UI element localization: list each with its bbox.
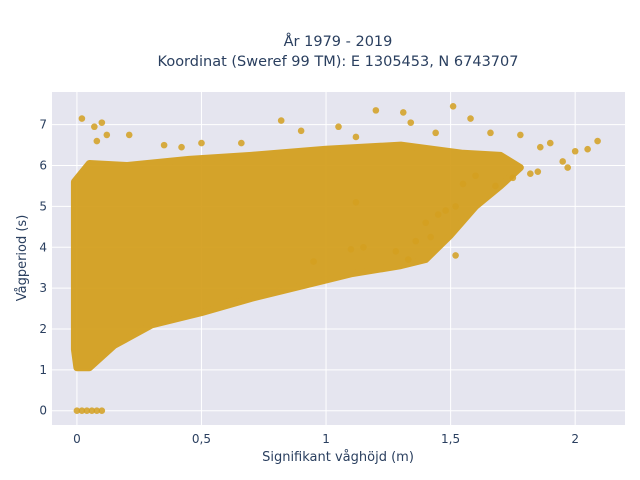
- scatter-point: [452, 203, 459, 210]
- scatter-point-cloud: [70, 141, 524, 372]
- scatter-point: [434, 211, 442, 218]
- scatter-point: [422, 219, 429, 227]
- y-tick-label: 6: [39, 159, 47, 173]
- scatter-point: [83, 407, 91, 414]
- y-tick-label: 7: [39, 118, 47, 132]
- scatter-point: [93, 407, 101, 414]
- y-tick-label: 1: [39, 363, 47, 377]
- scatter-point: [73, 407, 81, 414]
- scatter-point: [412, 237, 420, 245]
- scatter-point: [98, 119, 106, 126]
- scatter-point: [93, 137, 101, 145]
- scatter-point: [559, 158, 567, 165]
- scatter-point: [103, 131, 111, 139]
- scatter-point: [467, 115, 474, 122]
- y-axis-title: Vågperiod (s): [15, 215, 30, 302]
- scatter-point: [352, 199, 360, 206]
- scatter-point: [404, 256, 412, 263]
- scatter-point: [160, 141, 168, 149]
- scatter-point: [178, 143, 185, 151]
- y-tick-label: 5: [39, 199, 47, 213]
- scatter-point: [492, 182, 499, 190]
- scatter-point: [459, 180, 467, 188]
- scatter-point: [487, 129, 494, 137]
- scatter-point: [297, 127, 305, 135]
- scatter-point: [360, 243, 367, 251]
- y-tick-label: 3: [39, 281, 47, 295]
- scatter-point: [238, 139, 245, 147]
- scatter-point: [594, 137, 601, 145]
- y-tick-label: 4: [39, 240, 47, 254]
- scatter-point: [98, 407, 106, 414]
- scatter-point: [407, 119, 415, 126]
- scatter-point: [78, 407, 86, 414]
- scatter-point: [399, 109, 407, 116]
- scatter-point: [277, 117, 285, 124]
- x-tick-label: 1,5: [441, 432, 460, 446]
- scatter-point: [78, 115, 86, 122]
- scatter-point: [125, 131, 133, 139]
- scatter-point: [564, 164, 571, 171]
- scatter-point: [392, 248, 400, 255]
- x-axis-title: Signifikant våghöjd (m): [262, 450, 414, 465]
- scatter-point: [198, 139, 205, 147]
- scatter-point: [352, 133, 360, 141]
- scatter-point: [527, 170, 534, 178]
- scatter-point: [347, 246, 355, 253]
- scatter-point: [534, 168, 542, 175]
- scatter-point: [449, 103, 457, 110]
- scatter-point: [472, 172, 479, 180]
- x-tick-label: 2: [571, 432, 579, 446]
- chart-subtitle: Koordinat (Sweref 99 TM): E 1305453, N 6…: [158, 54, 519, 70]
- x-tick-label: 1: [322, 432, 330, 446]
- scatter-point: [432, 129, 439, 137]
- y-tick-label: 2: [39, 322, 47, 336]
- chart-title: År 1979 - 2019: [284, 33, 393, 50]
- scatter-point: [335, 123, 342, 131]
- scatter-point: [310, 258, 317, 265]
- scatter-point: [442, 207, 449, 214]
- y-tick-label: 0: [39, 404, 47, 418]
- scatter-point: [536, 143, 544, 151]
- scatter-point: [517, 131, 524, 139]
- scatter-point: [88, 407, 96, 414]
- scatter-point: [571, 147, 579, 155]
- scatter-point: [546, 139, 554, 147]
- scatter-point: [372, 107, 380, 114]
- x-tick-label: 0,5: [192, 432, 211, 446]
- scatter-point: [91, 123, 98, 131]
- scatter-point: [427, 233, 434, 241]
- scatter-point: [452, 252, 459, 259]
- x-tick-label: 0: [73, 432, 81, 446]
- scatter-point: [584, 145, 591, 153]
- scatter-point: [509, 174, 517, 182]
